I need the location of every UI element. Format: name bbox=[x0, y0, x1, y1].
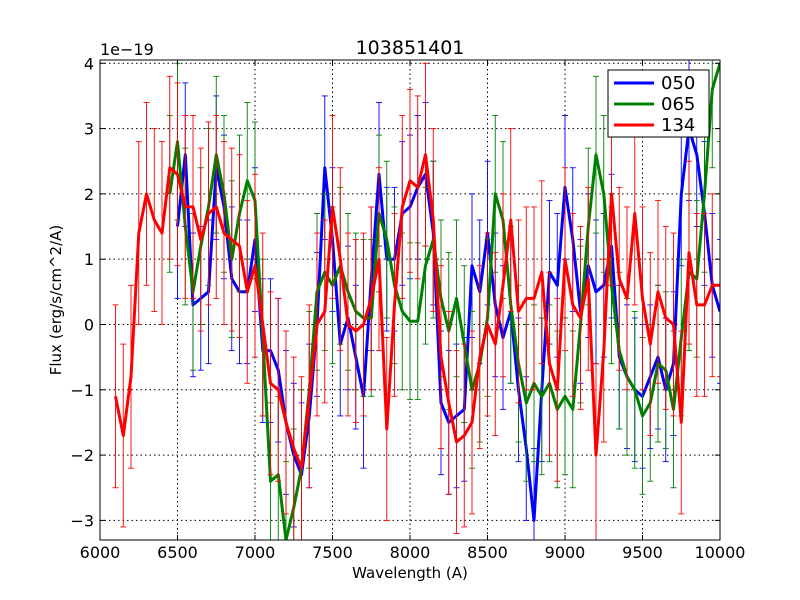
x-tick-label: 10000 bbox=[695, 543, 746, 562]
y-tick-label: 0 bbox=[84, 315, 94, 334]
legend-label-050: 050 bbox=[661, 73, 695, 94]
x-tick-label: 6000 bbox=[80, 543, 121, 562]
x-tick-label: 6500 bbox=[157, 543, 198, 562]
x-tick-label: 9000 bbox=[545, 543, 586, 562]
series-line-134 bbox=[114, 153, 720, 470]
y-tick-label: 4 bbox=[84, 54, 94, 73]
y-tick-label: 2 bbox=[84, 185, 94, 204]
x-tick-label: 7000 bbox=[235, 543, 276, 562]
x-tick-label: 9500 bbox=[622, 543, 663, 562]
x-tick-label: 8000 bbox=[390, 543, 431, 562]
y-tick-label: 3 bbox=[84, 120, 94, 139]
x-tick-label: 7500 bbox=[312, 543, 353, 562]
y-tick-label: −1 bbox=[70, 381, 94, 400]
chart-title: 103851401 bbox=[356, 37, 465, 59]
ticks: 6000 6500 7000 7500 8000 8500 9000 9500 10000 −3 −… bbox=[70, 54, 745, 562]
series-134 bbox=[112, 62, 720, 540]
x-tick-label: 8500 bbox=[467, 543, 508, 562]
x-axis-label: Wavelength (A) bbox=[352, 564, 468, 582]
series-layer bbox=[112, 60, 720, 540]
y-tick-label: −3 bbox=[70, 511, 94, 530]
y-axis-label: Flux (erg/s/cm^2/A) bbox=[47, 225, 65, 376]
y-offset-text: 1e−19 bbox=[100, 40, 154, 59]
legend-label-134: 134 bbox=[661, 115, 695, 136]
y-tick-label: 1 bbox=[84, 250, 94, 269]
y-tick-label: −2 bbox=[70, 446, 94, 465]
legend-label-065: 065 bbox=[661, 94, 695, 115]
